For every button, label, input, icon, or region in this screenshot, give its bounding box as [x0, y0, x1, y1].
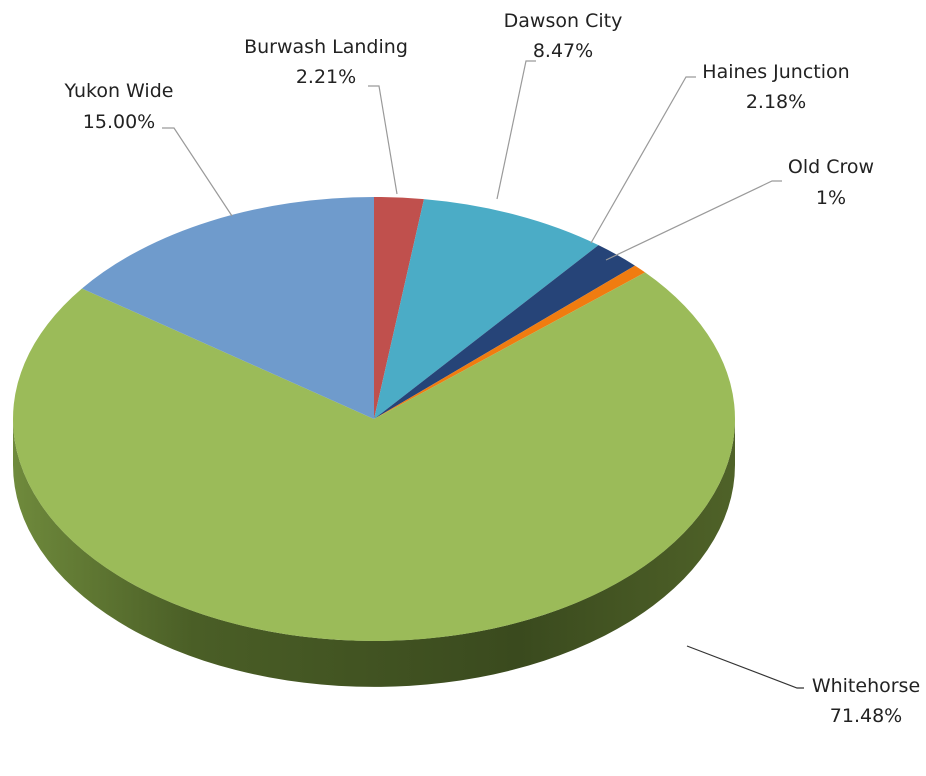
slice-labels-layer: Burwash Landing 2.21% Dawson City 8.47% Hain…	[64, 10, 921, 727]
pie-side-wall	[13, 419, 735, 687]
slice-label-old-crow: Old Crow	[788, 156, 874, 178]
pie-slice-haines-junction	[374, 245, 635, 419]
leader-line-dawson-city	[496, 60, 536, 200]
leader-line-yukon-wide	[162, 127, 233, 217]
pie-side-layer	[13, 419, 735, 687]
slice-label-whitehorse: Whitehorse	[812, 675, 920, 697]
pie-slices-layer	[13, 197, 736, 641]
slice-label-haines-junction: Haines Junction	[702, 61, 849, 83]
slice-value-dawson-city: 8.47%	[533, 40, 593, 62]
pie-slice-yukon-wide	[81, 197, 375, 419]
leader-line-old-crow	[605, 180, 782, 261]
leader-line-burwash-landing	[368, 85, 398, 195]
slice-label-burwash-landing: Burwash Landing	[244, 36, 408, 58]
slice-value-yukon-wide: 15.00%	[83, 111, 155, 133]
slice-value-burwash-landing: 2.21%	[296, 66, 356, 88]
slice-label-yukon-wide: Yukon Wide	[64, 80, 174, 102]
leader-lines-layer	[162, 60, 804, 689]
slice-value-old-crow: 1%	[816, 187, 846, 209]
slice-value-haines-junction: 2.18%	[746, 91, 806, 113]
leader-line-haines-junction	[590, 76, 696, 244]
pie-slice-dawson-city	[374, 199, 599, 419]
slice-value-whitehorse: 71.48%	[830, 705, 902, 727]
pie-slice-old-crow	[374, 265, 646, 419]
slice-label-dawson-city: Dawson City	[504, 10, 623, 32]
pie-slice-whitehorse	[13, 272, 736, 641]
leader-line-whitehorse	[686, 645, 804, 689]
pie-slice-burwash-landing	[374, 197, 424, 419]
